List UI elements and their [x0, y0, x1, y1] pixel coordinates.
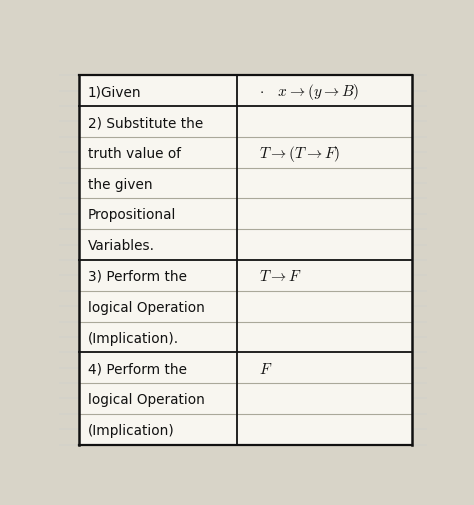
Text: logical Operation: logical Operation [88, 300, 204, 314]
Text: logical Operation: logical Operation [88, 392, 204, 407]
Text: $F$: $F$ [259, 361, 273, 376]
Text: the given: the given [88, 177, 152, 191]
Text: 3) Perform the: 3) Perform the [88, 270, 187, 283]
Text: 4) Perform the: 4) Perform the [88, 362, 187, 376]
Text: 2) Substitute the: 2) Substitute the [88, 116, 203, 130]
Text: Propositional: Propositional [88, 208, 176, 222]
Text: $T \rightarrow F$: $T \rightarrow F$ [259, 269, 302, 284]
Text: truth value of: truth value of [88, 146, 181, 161]
Text: (Implication).: (Implication). [88, 331, 179, 345]
Text: (Implication): (Implication) [88, 423, 174, 437]
Text: 1)Given: 1)Given [88, 85, 141, 99]
Text: $T \rightarrow(T \rightarrow F)$: $T \rightarrow(T \rightarrow F)$ [259, 143, 341, 164]
Text: Variables.: Variables. [88, 239, 155, 252]
FancyBboxPatch shape [80, 76, 412, 445]
Text: $\cdot$   $x \rightarrow(y \rightarrow B)$: $\cdot$ $x \rightarrow(y \rightarrow B)$ [259, 82, 360, 102]
